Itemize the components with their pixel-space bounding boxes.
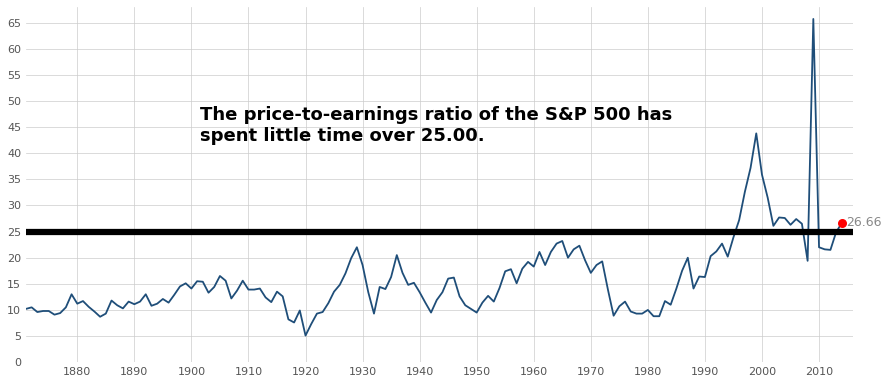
Point — [835, 220, 849, 226]
Text: 26.66: 26.66 — [846, 217, 882, 229]
Text: The price-to-earnings ratio of the S&P 500 has
spent little time over 25.00.: The price-to-earnings ratio of the S&P 5… — [199, 106, 672, 145]
